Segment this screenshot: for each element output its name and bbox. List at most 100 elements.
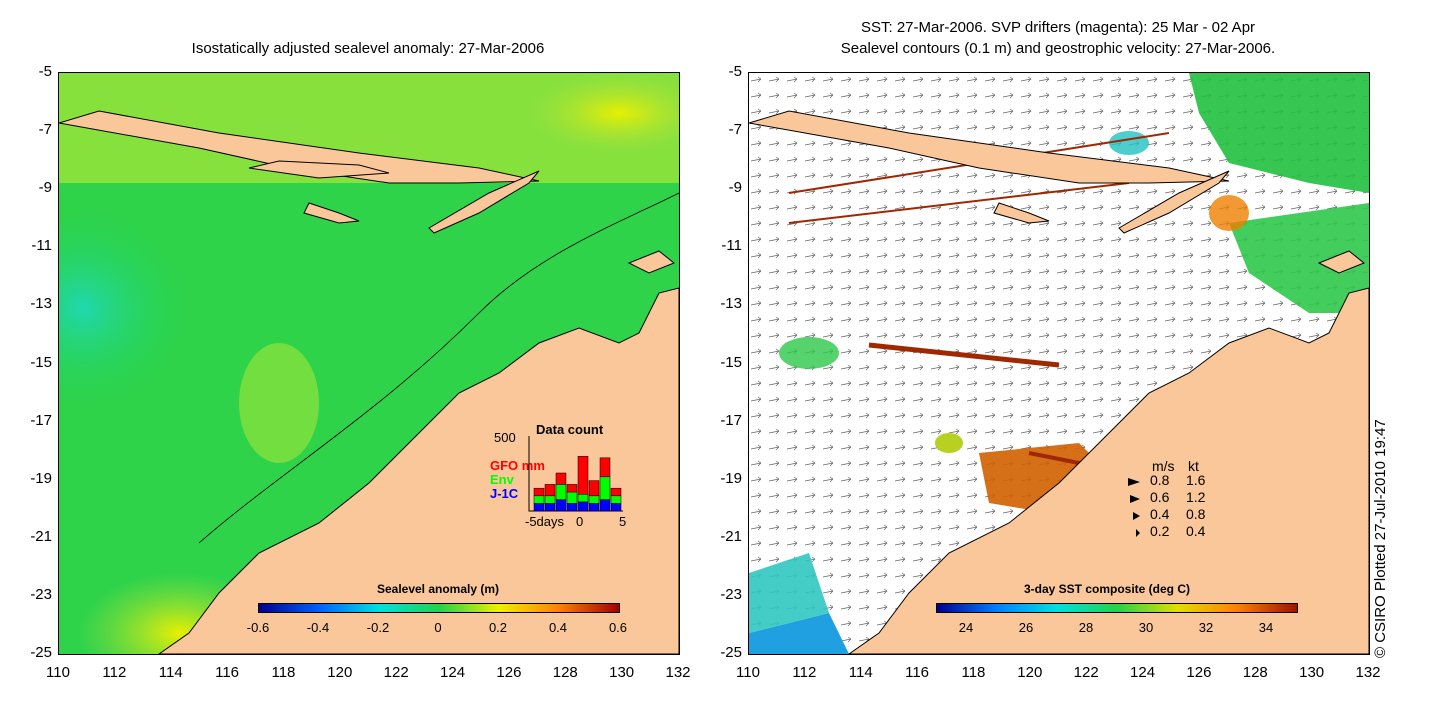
- y-tick-label: -13: [30, 295, 52, 313]
- y-tick-label: -5: [38, 63, 52, 80]
- data-count-chart: [528, 436, 623, 512]
- x-tick-label: 122: [383, 664, 409, 681]
- colorbar-tick-label: -0.6: [246, 620, 270, 635]
- y-tick-label: -9: [38, 179, 52, 197]
- drifter-track-1: [868, 342, 1060, 368]
- y-tick-label: -11: [721, 237, 742, 255]
- colorbar-tick-label: 0.2: [488, 620, 508, 635]
- legend-gfo: GFO mm: [490, 458, 545, 473]
- y-tick-label: -19: [30, 469, 52, 487]
- x-tick-label: 124: [440, 664, 466, 681]
- x-tick-label: 126: [496, 664, 522, 681]
- x-tick-label: 130: [1299, 664, 1325, 681]
- data-count-bar-blue: [599, 499, 611, 512]
- data-count-bar-green: [533, 495, 545, 504]
- australia-land-sst: [848, 287, 1369, 654]
- y-tick-label: -7: [728, 121, 742, 139]
- velocity-kt-value: 0.4: [1186, 523, 1206, 539]
- legend-j1c: J-1C: [490, 486, 519, 501]
- x-tick-label: 114: [848, 664, 873, 681]
- y-tick-label: -21: [720, 527, 742, 545]
- data-count-bar-blue: [555, 499, 567, 512]
- y-tick-label: -17: [720, 411, 742, 429]
- x-tick-label: 120: [327, 664, 353, 681]
- velocity-kt-value: 1.2: [1186, 489, 1206, 505]
- sealevel-colorbar-title: Sealevel anomaly (m): [376, 582, 500, 596]
- x-tick-label: 112: [792, 664, 817, 681]
- data-count-xlabel-end: 5: [619, 514, 627, 529]
- y-tick-label: -15: [720, 353, 742, 371]
- colorbar-tick-label: 24: [958, 620, 974, 635]
- x-tick-label: 116: [215, 664, 240, 681]
- y-tick-label: -25: [30, 644, 52, 661]
- colorbar-tick-label: 28: [1078, 620, 1094, 635]
- data-count-bar-red: [577, 456, 589, 495]
- colorbar-tick-label: 34: [1258, 620, 1274, 635]
- x-tick-label: 130: [609, 664, 635, 681]
- x-tick-label: 128: [552, 664, 578, 681]
- data-count-bar-green: [555, 484, 567, 500]
- x-tick-label: 110: [46, 664, 70, 681]
- australia-land: [158, 287, 679, 654]
- data-count-bar-blue: [610, 503, 622, 512]
- data-count-bar-blue: [577, 501, 589, 512]
- velocity-arrow-icon: [1130, 495, 1140, 503]
- velocity-kt-value: 1.6: [1186, 472, 1206, 488]
- y-tick-label: -9: [728, 179, 742, 197]
- timor-island: [428, 170, 540, 234]
- sst-colorbar: [936, 603, 1298, 613]
- x-tick-label: 124: [1130, 664, 1156, 681]
- data-count-title: Data count: [536, 422, 604, 437]
- y-tick-label: -19: [720, 469, 742, 487]
- data-count-bar-red: [599, 457, 611, 478]
- x-tick-label: 132: [1355, 664, 1381, 681]
- velocity-arrow-icon: [1128, 478, 1140, 486]
- sst-map-svg: [749, 73, 1369, 654]
- sealevel-colorbar: [258, 603, 620, 613]
- colorbar-tick-label: -0.4: [306, 620, 330, 635]
- x-tick-label: 132: [665, 664, 691, 681]
- y-tick-label: -17: [30, 411, 52, 429]
- velocity-arrow-icon: [1133, 512, 1140, 520]
- data-count-xlabel-start: -5days: [525, 514, 565, 529]
- y-tick-label: -15: [30, 353, 52, 371]
- x-tick-label: 114: [158, 664, 183, 681]
- data-count-bar-red: [533, 487, 545, 497]
- sealevel-map-svg: [59, 73, 679, 654]
- y-tick-label: -11: [31, 237, 52, 255]
- data-count-bar-green: [577, 494, 589, 503]
- sumba-island: [303, 202, 360, 224]
- data-count-bar-blue: [566, 503, 578, 512]
- colorbar-tick-label: 26: [1018, 620, 1034, 635]
- colorbar-tick-label: 32: [1198, 620, 1214, 635]
- x-tick-label: 118: [271, 664, 296, 681]
- x-tick-label: 112: [102, 664, 127, 681]
- velocity-kt-value: 0.8: [1186, 506, 1206, 522]
- velocity-ms-value: 0.6: [1150, 489, 1170, 505]
- sealevel-anomaly-map: [58, 72, 680, 655]
- velocity-ms-value: 0.4: [1150, 506, 1170, 522]
- velocity-arrow-icon: [1136, 529, 1140, 537]
- sst-colorbar-title: 3-day SST composite (deg C): [1023, 582, 1191, 596]
- data-count-bar-green: [599, 476, 611, 500]
- data-count-bar-blue: [533, 503, 545, 512]
- data-count-bar-green: [544, 495, 556, 504]
- data-count-bar-red: [555, 472, 567, 485]
- velocity-header-kt: kt: [1188, 458, 1199, 474]
- left-panel-title: Isostatically adjusted sealevel anomaly:…: [191, 40, 545, 57]
- data-count-bar-green: [566, 491, 578, 504]
- colorbar-tick-label: 0.4: [548, 620, 568, 635]
- y-tick-label: -25: [720, 644, 742, 661]
- x-tick-label: 122: [1073, 664, 1099, 681]
- legend-env: Env: [490, 472, 514, 487]
- colorbar-tick-label: 0.6: [608, 620, 628, 635]
- y-tick-label: -5: [728, 63, 742, 80]
- data-count-bar-blue: [544, 503, 556, 512]
- x-tick-label: 120: [1017, 664, 1043, 681]
- y-tick-label: -7: [38, 121, 52, 139]
- island-chain-north: [59, 110, 540, 184]
- data-count-bar-red: [610, 487, 622, 497]
- x-tick-label: 110: [736, 664, 760, 681]
- sst-patch-arafura: [1229, 203, 1369, 313]
- data-count-bar-green: [588, 495, 600, 504]
